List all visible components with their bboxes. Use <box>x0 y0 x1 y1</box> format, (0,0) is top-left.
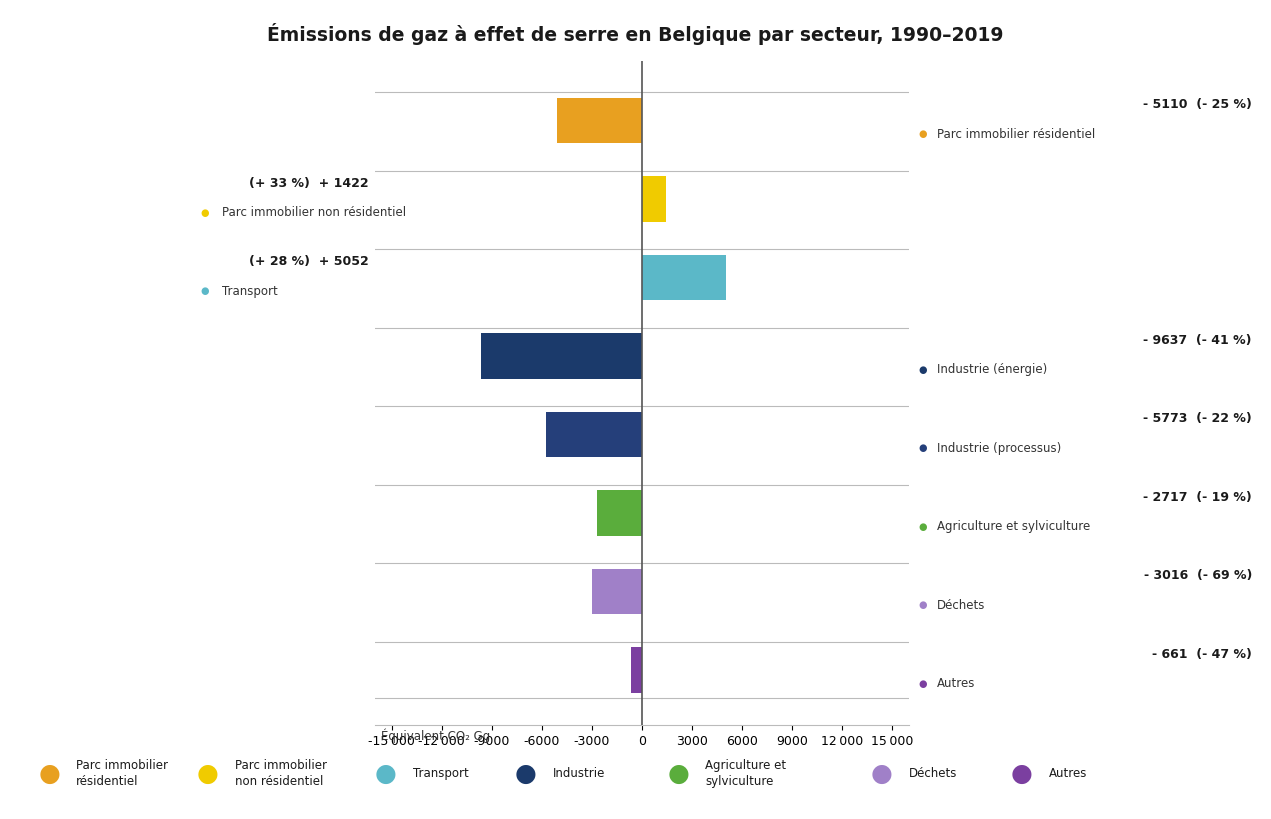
Bar <box>482 333 642 378</box>
Text: ●: ● <box>197 762 219 786</box>
Bar <box>642 176 666 222</box>
Bar <box>591 568 642 614</box>
Text: ●: ● <box>919 129 928 139</box>
Text: ●: ● <box>919 679 928 689</box>
Text: (+ 28 %)  + 5052: (+ 28 %) + 5052 <box>249 256 369 268</box>
Text: - 2717  (- 19 %): - 2717 (- 19 %) <box>1143 491 1252 504</box>
Text: Industrie (processus): Industrie (processus) <box>937 442 1061 455</box>
Text: - 661  (- 47 %): - 661 (- 47 %) <box>1152 648 1252 661</box>
Bar <box>630 647 642 693</box>
Text: Industrie: Industrie <box>553 767 605 781</box>
Text: ●: ● <box>919 365 928 375</box>
Text: - 5773  (- 22 %): - 5773 (- 22 %) <box>1143 412 1252 425</box>
Text: Autres: Autres <box>1049 767 1087 781</box>
Text: Parc immobilier
résidentiel: Parc immobilier résidentiel <box>76 759 168 789</box>
Text: Parc immobilier
non résidentiel: Parc immobilier non résidentiel <box>235 759 327 789</box>
Text: Agriculture et sylviculture: Agriculture et sylviculture <box>937 521 1091 533</box>
Text: Parc immobilier non résidentiel: Parc immobilier non résidentiel <box>222 206 407 219</box>
Text: Industrie (énergie): Industrie (énergie) <box>937 364 1047 377</box>
Text: Émissions de gaz à effet de serre en Belgique par secteur, 1990–2019: Émissions de gaz à effet de serre en Bel… <box>267 23 1004 45</box>
Text: ●: ● <box>871 762 892 786</box>
Text: - 5110  (- 25 %): - 5110 (- 25 %) <box>1143 98 1252 111</box>
Text: Déchets: Déchets <box>909 767 957 781</box>
Text: ●: ● <box>667 762 689 786</box>
Text: ●: ● <box>515 762 536 786</box>
Text: Autres: Autres <box>937 677 975 690</box>
Text: Agriculture et
sylviculture: Agriculture et sylviculture <box>705 759 787 789</box>
Text: Transport: Transport <box>222 285 278 298</box>
Bar <box>642 255 726 300</box>
Text: ●: ● <box>200 287 208 296</box>
Text: ●: ● <box>200 208 208 218</box>
Text: ●: ● <box>375 762 397 786</box>
Text: Déchets: Déchets <box>937 599 985 612</box>
Text: ●: ● <box>919 443 928 454</box>
Text: ●: ● <box>919 522 928 532</box>
Text: (+ 33 %)  + 1422: (+ 33 %) + 1422 <box>249 177 369 190</box>
Text: ●: ● <box>1010 762 1032 786</box>
Bar <box>596 490 642 536</box>
Text: - 3016  (- 69 %): - 3016 (- 69 %) <box>1144 569 1252 582</box>
Text: ●: ● <box>919 600 928 610</box>
Text: Parc immobilier résidentiel: Parc immobilier résidentiel <box>937 128 1096 141</box>
Text: - 9637  (- 41 %): - 9637 (- 41 %) <box>1144 333 1252 346</box>
Bar <box>557 97 642 143</box>
Text: Transport: Transport <box>413 767 469 781</box>
Bar <box>545 412 642 457</box>
Text: Équivalent CO₂ Gg: Équivalent CO₂ Gg <box>381 729 491 744</box>
Text: ●: ● <box>38 762 60 786</box>
